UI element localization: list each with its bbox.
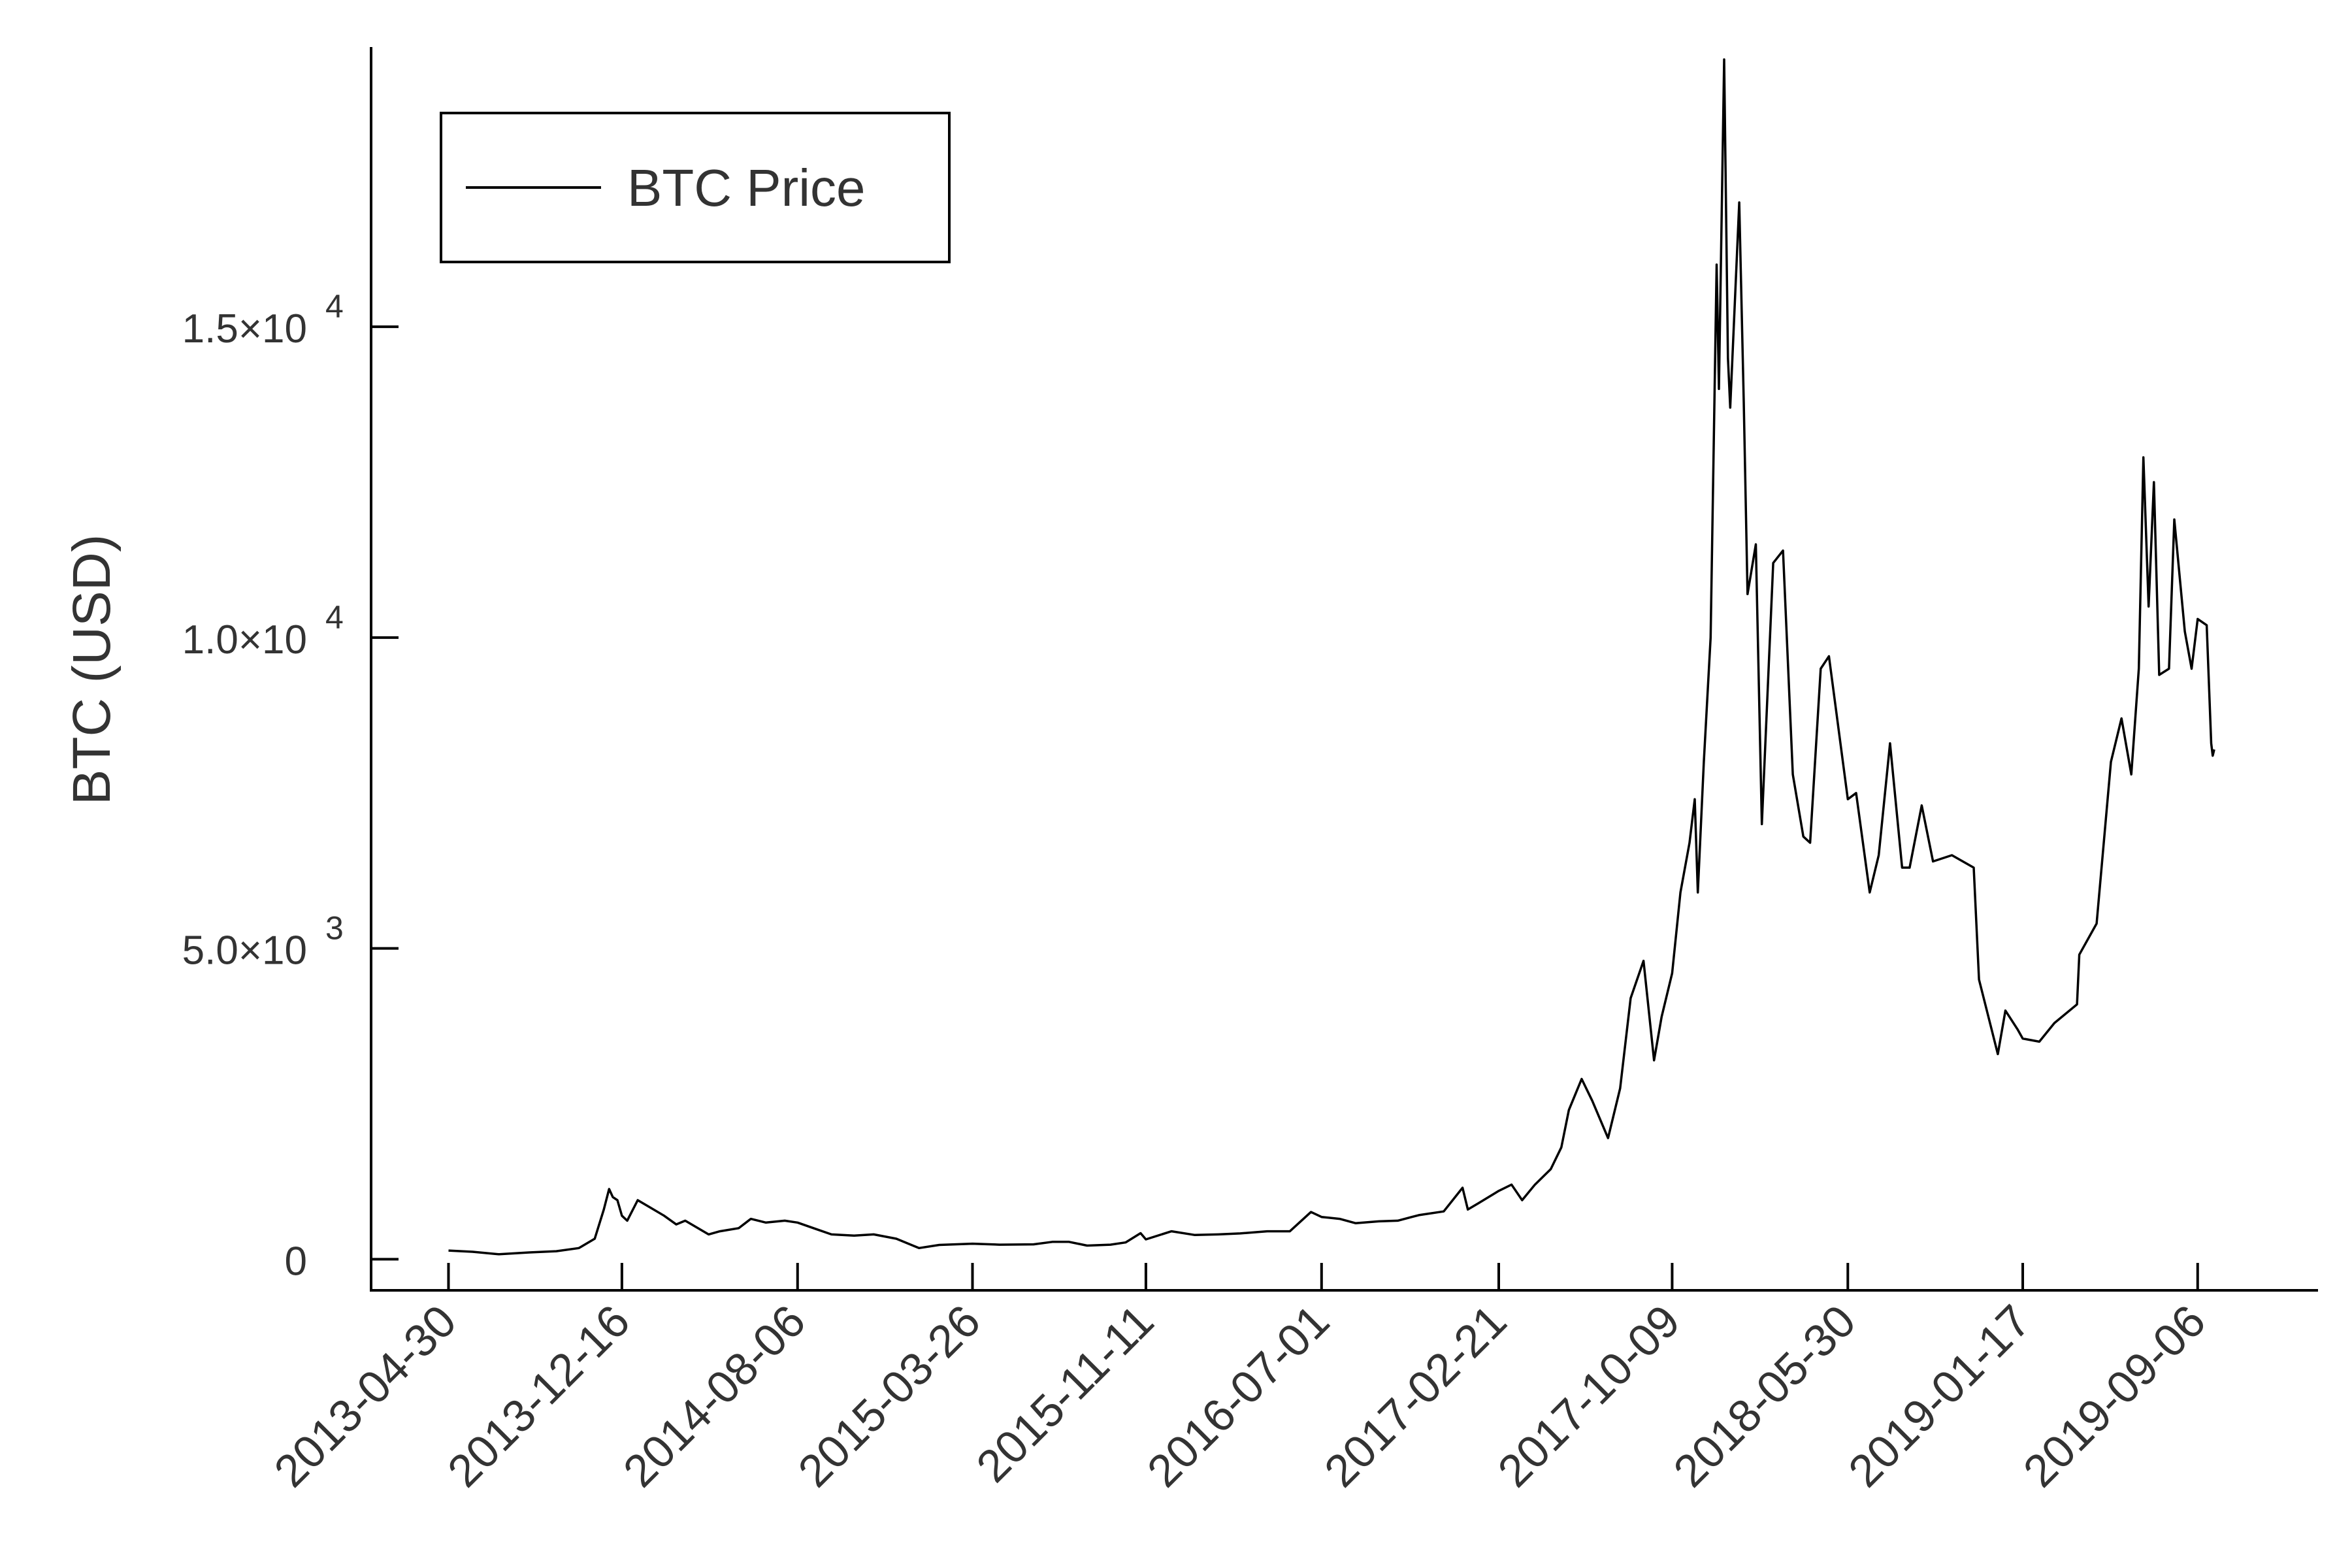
y-tick-label: 0 (285, 1239, 307, 1284)
y-tick-label: 1.5×10 (182, 306, 307, 351)
y-axis-label: BTC (USD) (62, 534, 122, 806)
y-tick-exponent: 4 (325, 599, 344, 636)
y-tick-exponent: 4 (325, 288, 344, 325)
legend-label-btc-price: BTC Price (627, 159, 866, 217)
y-tick-label: 1.0×10 (182, 617, 307, 662)
y-axis-ticks: 0 5.0×10 3 1.0×10 4 1.5×10 4 (182, 288, 399, 1284)
series-line-btc-price (448, 58, 2215, 1256)
y-tick-label: 5.0×10 (182, 928, 307, 973)
y-tick-exponent: 3 (325, 910, 344, 947)
legend: BTC Price (440, 112, 951, 263)
